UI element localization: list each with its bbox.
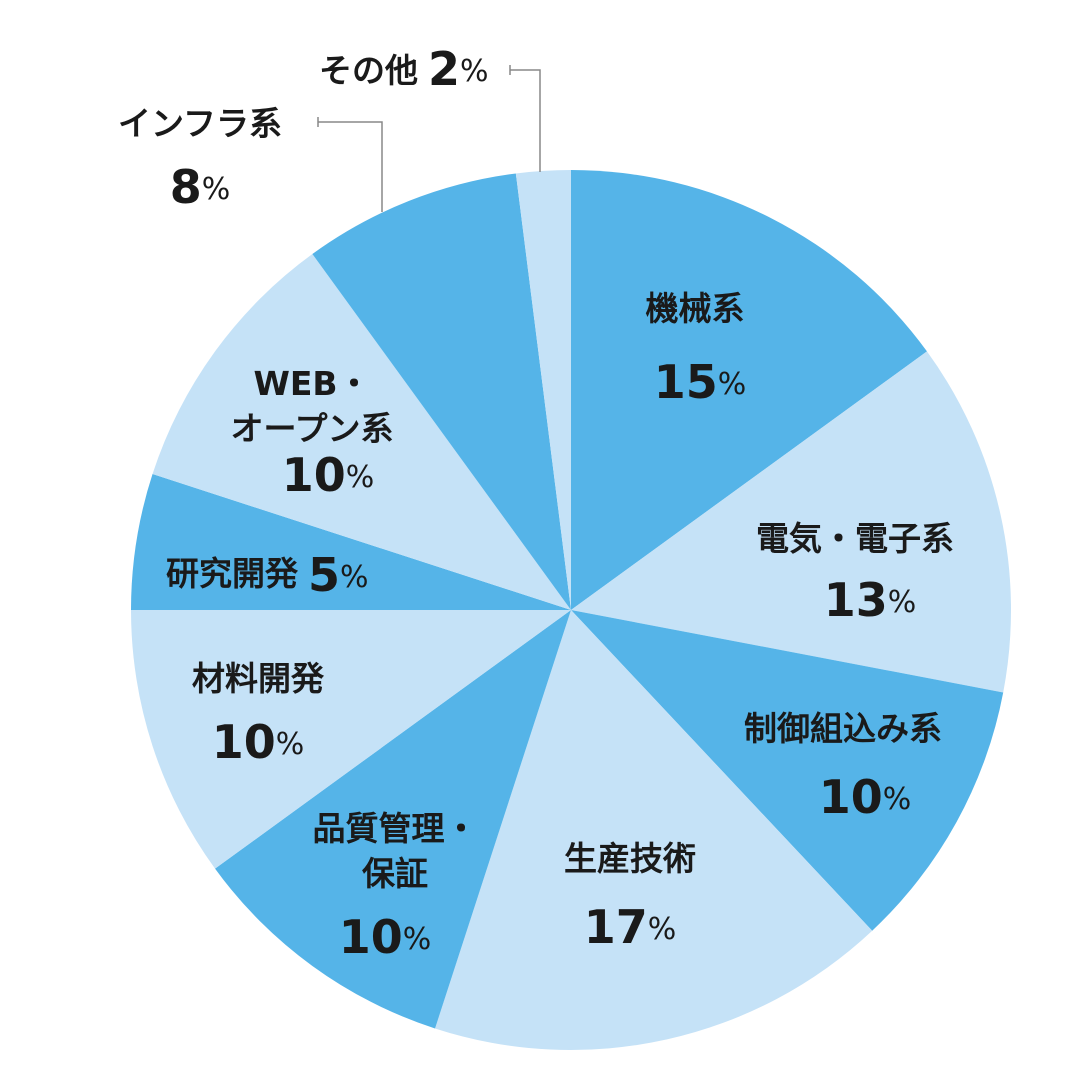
- slice-label: 機械系: [646, 289, 745, 328]
- slice-label: 材料開発: [192, 659, 325, 698]
- value-unit: %: [403, 922, 432, 957]
- value-label: 17%: [584, 900, 677, 954]
- pie-slice: [131, 474, 571, 610]
- leader-line: [317, 117, 383, 212]
- value-label: 10%: [282, 448, 375, 502]
- pie-slice: [131, 610, 571, 869]
- label-line: 保証: [362, 854, 428, 893]
- label-line: WEB・: [253, 364, 370, 403]
- pie-slice: [515, 170, 571, 610]
- label-line: 品質管理・: [313, 809, 478, 848]
- value-unit: %: [718, 367, 747, 402]
- slice-label: 品質管理・保証: [313, 809, 478, 893]
- value-number: 2: [428, 42, 460, 96]
- pie-slice: [571, 351, 1011, 693]
- pie-slice: [571, 610, 1004, 931]
- pie-slice: [435, 610, 873, 1050]
- slice-label: 生産技術: [564, 839, 696, 878]
- pie-slice: [312, 173, 571, 610]
- label-line: 制御組込み系: [744, 709, 942, 748]
- value-label: 10%: [339, 910, 432, 964]
- slice-label: 研究開発: [166, 554, 299, 593]
- value-number: 10: [212, 715, 276, 769]
- value-number: 13: [824, 573, 888, 627]
- value-label: 10%: [819, 770, 912, 824]
- slice-label: 制御組込み系: [744, 709, 942, 748]
- label-line: 電気・電子系: [756, 519, 954, 558]
- value-label: 8%: [170, 160, 231, 214]
- label-line: 生産技術: [564, 839, 696, 878]
- value-number: 15: [654, 355, 718, 409]
- slice-label: 電気・電子系: [756, 519, 954, 558]
- value-number: 5: [308, 548, 340, 602]
- value-unit: %: [340, 560, 369, 595]
- value-number: 10: [339, 910, 403, 964]
- label-line: オープン系: [230, 409, 393, 448]
- value-label: 10%: [212, 715, 305, 769]
- value-label: 2%: [428, 42, 489, 96]
- slice-label: WEB・オープン系: [230, 364, 393, 448]
- value-number: 10: [282, 448, 346, 502]
- value-number: 17: [584, 900, 648, 954]
- value-unit: %: [202, 172, 231, 207]
- value-label: 5%: [308, 548, 369, 602]
- value-unit: %: [883, 782, 912, 817]
- label-line: 機械系: [646, 289, 745, 328]
- slices: [131, 170, 1011, 1050]
- pie-slice: [152, 254, 571, 610]
- value-unit: %: [346, 460, 375, 495]
- label-line: 研究開発: [166, 554, 299, 593]
- value-label: 15%: [654, 355, 747, 409]
- value-unit: %: [888, 585, 917, 620]
- value-unit: %: [276, 727, 305, 762]
- label-line: その他: [319, 51, 418, 90]
- value-unit: %: [460, 54, 489, 89]
- value-label: 13%: [824, 573, 917, 627]
- leader-line: [509, 65, 541, 172]
- slice-label: その他: [319, 51, 418, 90]
- value-unit: %: [648, 912, 677, 947]
- pie-slice: [215, 610, 571, 1029]
- label-line: インフラ系: [118, 104, 282, 143]
- label-line: 材料開発: [192, 659, 325, 698]
- pie-slice: [571, 170, 927, 610]
- value-number: 8: [170, 160, 202, 214]
- value-number: 10: [819, 770, 883, 824]
- slice-label: インフラ系: [118, 104, 282, 143]
